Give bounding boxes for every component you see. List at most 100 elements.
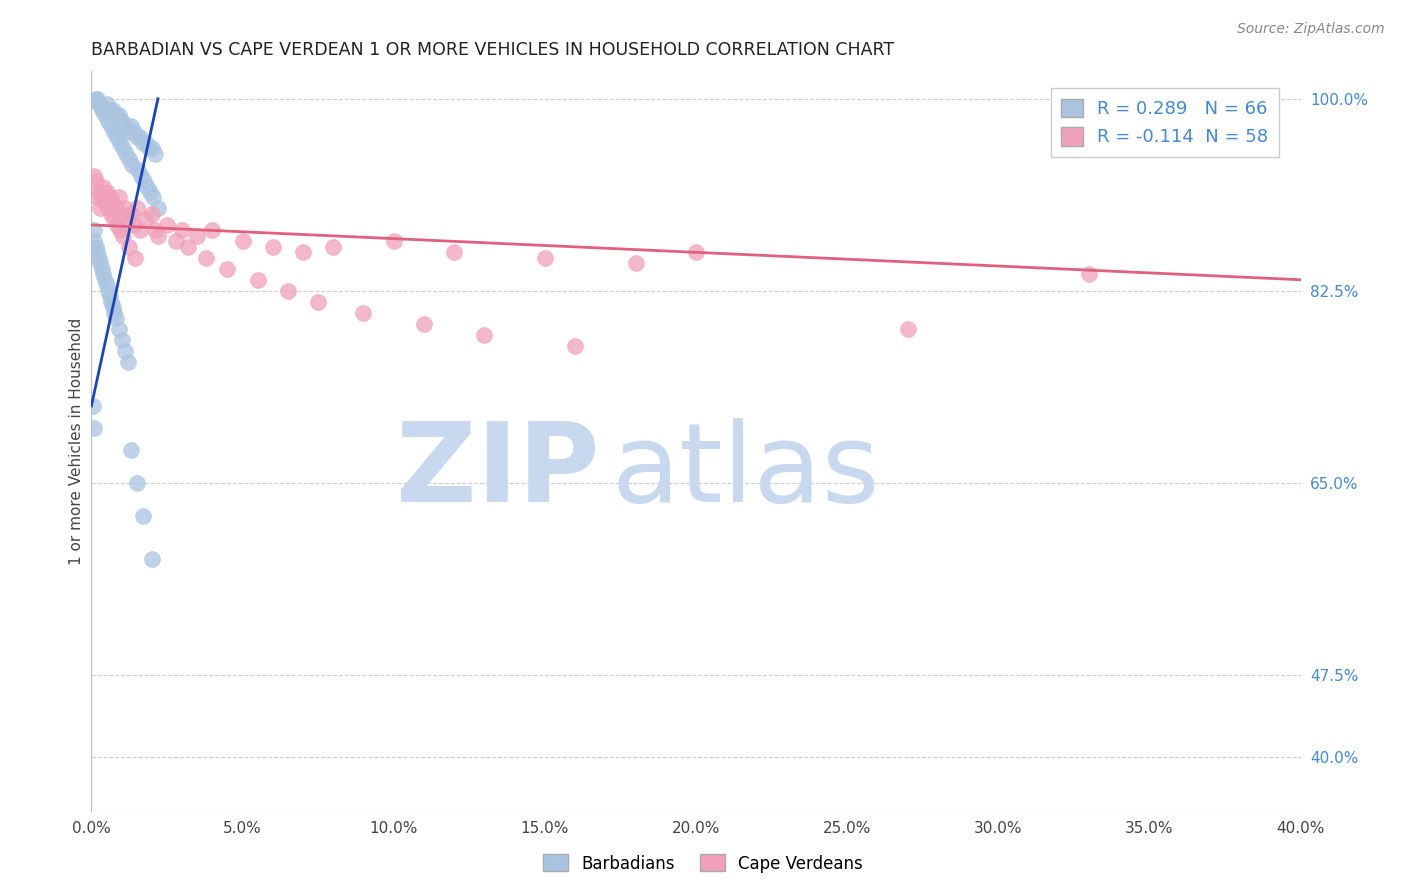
Point (94, 273, 117, 287)
Point (472, 327, 495, 342)
Point (86, 92, 108, 106)
Point (83, 169, 105, 183)
Point (132, 136, 155, 150)
Point (231, 235, 253, 249)
Point (685, 245, 707, 260)
Point (114, 119, 136, 133)
Point (103, 125, 125, 139)
Point (101, 103, 124, 117)
Point (87, 185, 110, 199)
Point (93, 267, 115, 281)
Point (91, 190, 114, 204)
Point (105, 218, 128, 232)
Point (96, 97, 118, 112)
Point (86, 245, 108, 260)
Point (307, 294, 329, 309)
Point (98, 103, 121, 117)
Point (120, 442, 142, 457)
Point (292, 245, 315, 260)
Point (97, 113, 120, 128)
Point (83, 421, 105, 435)
Text: Source: ZipAtlas.com: Source: ZipAtlas.com (1237, 22, 1385, 37)
Point (122, 218, 145, 232)
Point (138, 141, 160, 155)
Point (142, 190, 165, 204)
Point (156, 218, 179, 232)
Point (108, 136, 131, 150)
Point (100, 207, 122, 221)
Point (382, 235, 405, 249)
Point (111, 333, 132, 347)
Point (132, 508, 155, 523)
Point (101, 300, 124, 314)
Point (97, 202, 120, 216)
Point (146, 228, 169, 243)
Point (111, 207, 132, 221)
Point (84, 240, 107, 254)
Point (91, 103, 114, 117)
Point (103, 306, 125, 320)
Point (146, 202, 169, 216)
Point (89, 202, 111, 216)
Point (121, 158, 143, 172)
Point (97, 284, 120, 298)
Point (91, 261, 114, 276)
Point (101, 196, 124, 211)
Point (93, 103, 115, 117)
Point (118, 152, 141, 166)
Point (108, 223, 131, 237)
Point (172, 223, 194, 237)
Point (186, 228, 208, 243)
Point (98, 289, 121, 303)
Point (94, 108, 117, 122)
Point (128, 223, 150, 237)
Point (897, 322, 920, 336)
Point (104, 202, 127, 216)
Point (141, 141, 163, 155)
Point (352, 306, 374, 320)
Point (112, 141, 135, 155)
Point (111, 113, 132, 128)
Point (87, 97, 110, 112)
Point (89, 97, 111, 112)
Point (86, 190, 108, 204)
Point (322, 240, 344, 254)
Point (141, 552, 163, 566)
Point (134, 174, 156, 188)
Text: BARBADIAN VS CAPE VERDEAN 1 OR MORE VEHICLES IN HOUSEHOLD CORRELATION CHART: BARBADIAN VS CAPE VERDEAN 1 OR MORE VEHI… (91, 41, 894, 59)
Point (443, 245, 465, 260)
Point (136, 179, 159, 194)
Point (107, 322, 129, 336)
Legend: Barbadians, Cape Verdeans: Barbadians, Cape Verdeans (536, 847, 870, 880)
Point (100, 119, 122, 133)
Point (84, 92, 107, 106)
Point (83, 223, 105, 237)
Point (104, 311, 127, 326)
Point (93, 179, 115, 194)
Point (105, 130, 128, 145)
Point (165, 235, 187, 249)
Point (117, 125, 139, 139)
Point (84, 174, 107, 188)
Point (125, 475, 148, 490)
Point (122, 125, 145, 139)
Point (128, 130, 150, 145)
Point (112, 228, 135, 243)
Point (201, 223, 224, 237)
Point (129, 169, 152, 183)
Point (120, 119, 142, 133)
Point (139, 185, 162, 199)
Point (624, 256, 647, 270)
Point (103, 212, 125, 227)
Point (413, 317, 436, 331)
Point (143, 146, 166, 161)
Point (100, 294, 122, 309)
Point (277, 284, 299, 298)
Point (195, 251, 218, 265)
Point (114, 202, 136, 216)
Point (98, 190, 121, 204)
Point (94, 196, 117, 211)
Point (118, 240, 141, 254)
Point (246, 273, 269, 287)
Point (117, 212, 139, 227)
